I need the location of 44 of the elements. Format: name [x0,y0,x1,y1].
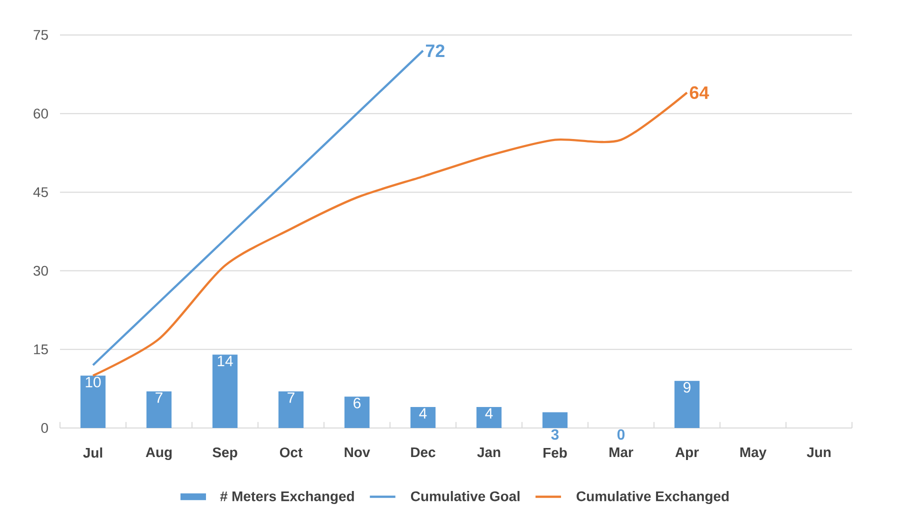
legend-label: # Meters Exchanged [220,490,354,504]
data-label: 6 [354,398,361,408]
y-tick-label: 75 [34,30,48,40]
x-tick-label: Jun [806,447,831,458]
bar [476,407,502,428]
y-tick-label: 30 [34,266,48,276]
bar [410,407,436,428]
line-series [92,50,424,366]
x-tick-label: Feb [544,447,567,458]
bar [542,412,568,428]
data-label: 4 [485,408,493,419]
data-label: 4 [419,408,427,419]
bar [146,391,172,428]
data-label: 64 [690,86,710,99]
bar [344,396,370,428]
data-label: 7 [288,392,294,403]
y-tick-label: 0 [41,423,48,433]
bar [212,354,238,428]
data-label: 0 [617,429,625,440]
data-label: 9 [684,382,690,393]
x-tick-label: Nov [344,447,370,458]
line-series [92,92,688,377]
data-label: 7 [156,392,162,403]
data-label: 14 [218,356,233,366]
x-tick-label: Oct [280,447,302,458]
data-label: 3 [551,429,559,440]
bar [278,391,304,428]
y-tick-label: 60 [34,108,48,119]
data-label: 10 [86,376,101,388]
x-tick-label: Dec [411,447,436,458]
x-tick-label: Mar [610,447,634,458]
x-tick-label: Sep [212,447,238,460]
legend-label: Cumulative Goal [410,490,520,502]
x-tick-label: Jan [477,447,500,458]
x-tick-label: Jul [83,447,102,458]
data-label: 72 [426,44,444,57]
x-tick-label: Apr [675,447,699,460]
bar [80,376,106,428]
y-tick-label: 15 [34,344,48,354]
y-tick-label: 45 [33,187,48,198]
x-tick-label: Aug [146,447,172,460]
x-tick-label: May [740,447,766,460]
bar [674,380,700,428]
legend-label: Cumulative Exchanged [576,490,729,504]
